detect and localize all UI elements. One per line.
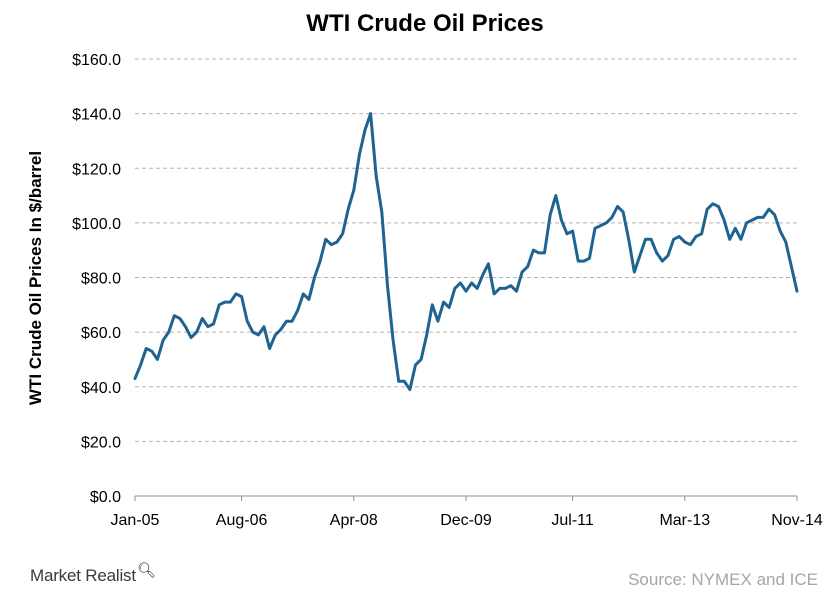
x-tick-label: Jul-11	[551, 512, 593, 529]
y-axis-title: WTI Crude Oil Prices In $/barrel	[26, 151, 45, 405]
brand-logo: Market Realist🔍︎	[30, 562, 156, 586]
y-tick-label: $40.0	[81, 380, 121, 397]
gridlines	[135, 58, 797, 442]
y-tick-label: $80.0	[81, 271, 121, 288]
y-tick-label: $160.0	[72, 52, 121, 69]
brand-name: Market Realist	[30, 566, 136, 585]
x-tick-label: Nov-14	[771, 512, 823, 529]
axes	[134, 495, 798, 501]
magnifier-q-icon: 🔍︎	[136, 562, 156, 579]
y-tick-label: $140.0	[72, 107, 121, 124]
source-note: Source: NYMEX and ICE	[628, 570, 818, 589]
y-tick-label: $120.0	[72, 161, 121, 178]
x-tick-label: Mar-13	[659, 512, 710, 529]
x-tick-label: Apr-08	[330, 512, 378, 529]
y-tick-label: $60.0	[81, 325, 121, 342]
x-tick-labels: Jan-05 Aug-06 Apr-08 Dec-09 Jul-11 Mar-13 Nov-…	[111, 512, 823, 529]
y-tick-labels: $0.0 $20.0 $40.0 $60.0 $80.0 $100.0 $120.0 $140…	[72, 52, 121, 506]
x-tick-label: Jan-05	[111, 512, 160, 529]
y-tick-label: $20.0	[81, 434, 121, 451]
x-tick-label: Aug-06	[216, 512, 268, 529]
x-tick-label: Dec-09	[440, 512, 492, 529]
series-layer	[133, 112, 799, 391]
series-line	[133, 112, 799, 391]
y-tick-label: $100.0	[72, 216, 121, 233]
chart-title: WTI Crude Oil Prices	[306, 10, 544, 37]
y-tick-label: $0.0	[90, 489, 121, 506]
